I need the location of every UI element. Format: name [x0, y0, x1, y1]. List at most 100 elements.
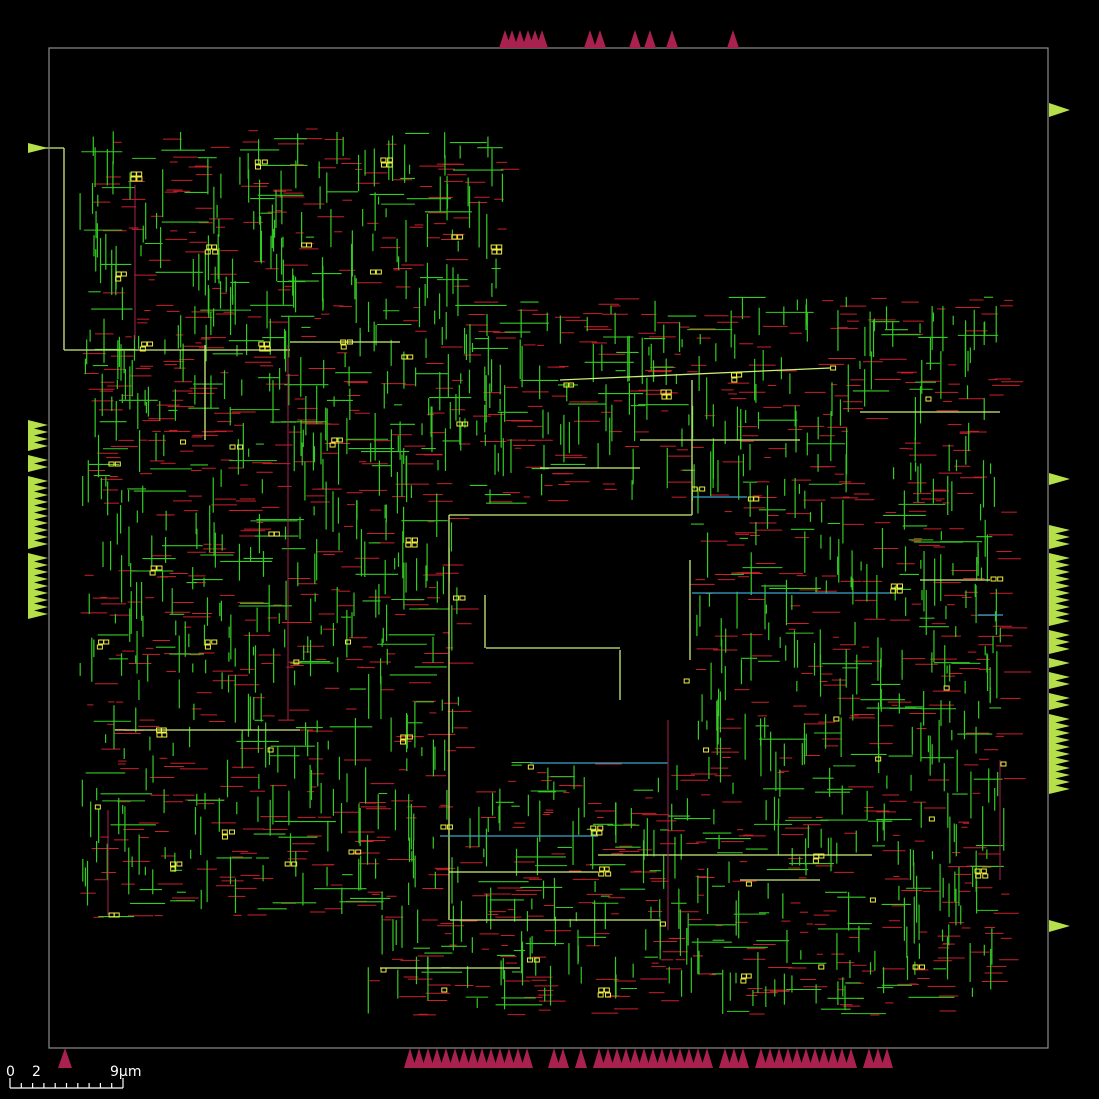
upper-metal-route [559, 367, 831, 381]
via-marker [875, 756, 882, 762]
via-marker [496, 249, 503, 255]
right-pin [1049, 770, 1070, 780]
via-marker [204, 249, 211, 255]
via-marker [170, 866, 177, 872]
left-pin [28, 434, 48, 444]
via-marker [599, 866, 606, 872]
bottom-pin [818, 1048, 830, 1068]
via-marker [329, 442, 336, 448]
via-marker [139, 346, 146, 352]
left-pin [28, 532, 48, 542]
scale-bar: 0 2 9μm [6, 1064, 141, 1089]
via-marker [369, 269, 376, 275]
via-marker [457, 234, 464, 240]
via-marker [990, 576, 997, 582]
scale-bar-ticks [9, 1078, 124, 1089]
via-marker [141, 341, 148, 347]
via-marker [380, 967, 387, 973]
via-marker [459, 595, 466, 601]
right-pin [1049, 473, 1070, 485]
via-marker [598, 871, 605, 877]
right-pin [1049, 553, 1070, 563]
via-marker [273, 531, 280, 537]
via-marker [386, 157, 393, 163]
left-pin [28, 525, 48, 535]
bottom-pin [692, 1048, 704, 1068]
via-marker [96, 644, 103, 650]
via-marker [150, 565, 157, 571]
via-marker [975, 873, 982, 879]
via-marker [258, 341, 265, 347]
via-marker [605, 992, 612, 998]
via-marker [699, 486, 706, 492]
via-marker [113, 912, 120, 918]
right-pin [1049, 567, 1070, 577]
top-pin [506, 30, 518, 48]
right-pin [1049, 630, 1070, 640]
bottom-pin [647, 1048, 659, 1068]
via-marker [440, 824, 447, 830]
via-marker [411, 537, 418, 543]
via-marker [254, 164, 261, 170]
via-marker [221, 834, 228, 840]
via-marker [293, 659, 300, 665]
right-pin [1049, 763, 1070, 773]
right-pin [1049, 749, 1070, 759]
via-marker [340, 339, 347, 345]
top-pin [584, 30, 596, 48]
right-pin [1049, 728, 1070, 738]
via-marker [375, 269, 382, 275]
bottom-pin [476, 1048, 488, 1068]
left-pin [28, 441, 48, 451]
scale-label-zero: 0 [6, 1064, 15, 1080]
via-marker [603, 987, 610, 993]
bottom-pin [422, 1048, 434, 1068]
via-marker [919, 964, 926, 970]
bottom-pin [764, 1048, 776, 1068]
bottom-pin [494, 1048, 506, 1068]
via-marker [533, 957, 540, 963]
routing-wires [30, 128, 1032, 1016]
via-marker [441, 987, 448, 993]
right-pin [1049, 532, 1070, 542]
left-pin [28, 518, 48, 528]
right-pin [1049, 539, 1070, 549]
bottom-pin [719, 1048, 731, 1068]
right-pin [1049, 574, 1070, 584]
via-marker [405, 537, 412, 543]
via-marker [254, 159, 261, 165]
bottom-pin [674, 1048, 686, 1068]
via-marker [597, 992, 604, 998]
via-marker [925, 396, 932, 402]
via-marker [597, 825, 604, 831]
via-marker [147, 341, 154, 347]
via-marker [456, 421, 463, 427]
bottom-pin [485, 1048, 497, 1068]
via-marker [284, 861, 291, 867]
via-marker [683, 678, 690, 684]
via-marker [740, 978, 747, 984]
via-marker [661, 394, 668, 400]
via-marker [745, 973, 752, 979]
via-marker [229, 444, 236, 450]
bottom-pin [665, 1048, 677, 1068]
via-marker [331, 437, 338, 443]
via-marker [400, 734, 407, 740]
left-pin [28, 567, 48, 577]
via-marker [812, 858, 819, 864]
bottom-pin [728, 1048, 740, 1068]
via-marker [340, 344, 347, 350]
via-marker [818, 853, 825, 859]
left-pin [28, 553, 48, 563]
right-pin [1049, 602, 1070, 612]
top-pin [594, 30, 606, 48]
via-marker [496, 244, 503, 250]
right-pin [1049, 784, 1070, 794]
via-marker [176, 861, 183, 867]
via-marker [355, 849, 362, 855]
right-pin [1049, 525, 1070, 535]
via-marker [830, 365, 837, 371]
bottom-pin [701, 1048, 713, 1068]
left-pin [28, 490, 48, 500]
